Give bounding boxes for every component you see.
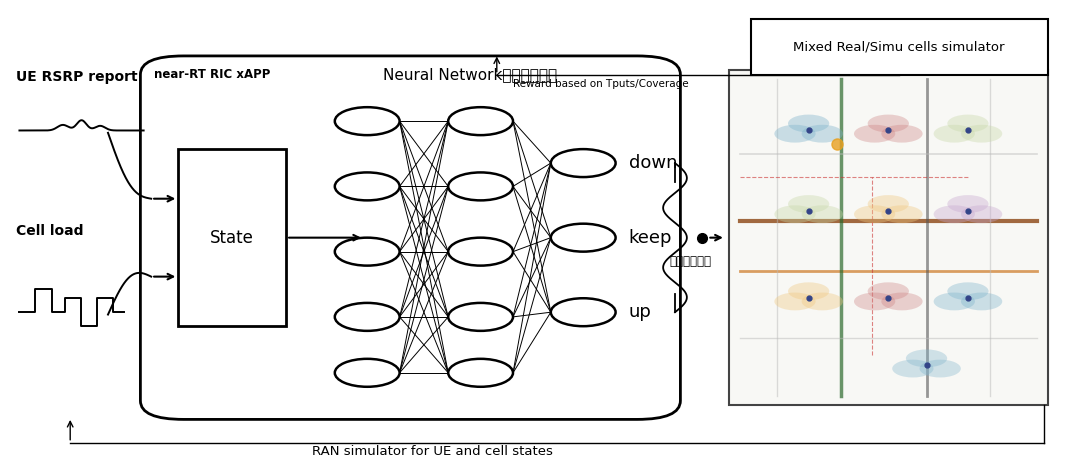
Circle shape	[335, 172, 400, 200]
Text: Reward based on Tputs/Coverage: Reward based on Tputs/Coverage	[513, 79, 689, 89]
Text: RAN simulator for UE and cell states: RAN simulator for UE and cell states	[311, 445, 553, 458]
Circle shape	[335, 107, 400, 135]
Circle shape	[961, 125, 1002, 143]
Circle shape	[933, 206, 975, 223]
Circle shape	[335, 303, 400, 331]
Text: keep: keep	[629, 229, 672, 247]
Circle shape	[801, 293, 843, 310]
Text: up: up	[629, 303, 651, 321]
Circle shape	[961, 293, 1002, 310]
Text: UE RSRP report: UE RSRP report	[16, 70, 138, 84]
Circle shape	[947, 282, 988, 300]
Circle shape	[881, 293, 922, 310]
Circle shape	[933, 293, 975, 310]
Circle shape	[801, 125, 843, 143]
Text: near-RT RIC xAPP: near-RT RIC xAPP	[154, 68, 271, 81]
Circle shape	[551, 298, 616, 326]
Circle shape	[448, 238, 513, 266]
Circle shape	[774, 293, 815, 310]
Circle shape	[774, 206, 815, 223]
Circle shape	[881, 125, 922, 143]
Circle shape	[448, 359, 513, 387]
Circle shape	[448, 172, 513, 200]
Circle shape	[774, 125, 815, 143]
Circle shape	[335, 359, 400, 387]
Text: 切换门限调整: 切换门限调整	[670, 255, 712, 268]
Circle shape	[788, 282, 829, 300]
Text: Cell load: Cell load	[16, 224, 84, 238]
Circle shape	[933, 125, 975, 143]
Text: Mixed Real/Simu cells simulator: Mixed Real/Simu cells simulator	[794, 40, 1004, 53]
Circle shape	[788, 115, 829, 132]
Bar	[178, 149, 286, 326]
Circle shape	[947, 195, 988, 213]
Circle shape	[335, 238, 400, 266]
Circle shape	[551, 149, 616, 177]
Text: down: down	[629, 154, 677, 172]
Circle shape	[867, 282, 909, 300]
Circle shape	[854, 293, 895, 310]
Circle shape	[801, 206, 843, 223]
Circle shape	[892, 360, 933, 377]
Circle shape	[551, 224, 616, 252]
Circle shape	[854, 125, 895, 143]
Circle shape	[881, 206, 922, 223]
Circle shape	[947, 115, 988, 132]
Bar	[751, 19, 1048, 75]
Circle shape	[788, 195, 829, 213]
Circle shape	[961, 206, 1002, 223]
Circle shape	[448, 303, 513, 331]
Text: State: State	[211, 229, 254, 247]
Circle shape	[448, 107, 513, 135]
Circle shape	[906, 350, 947, 367]
Text: Neural Network（神经网络）: Neural Network（神经网络）	[382, 68, 557, 82]
Circle shape	[919, 360, 961, 377]
Circle shape	[854, 206, 895, 223]
Bar	[729, 70, 1048, 405]
FancyBboxPatch shape	[140, 56, 680, 419]
Circle shape	[867, 195, 909, 213]
Circle shape	[867, 115, 909, 132]
